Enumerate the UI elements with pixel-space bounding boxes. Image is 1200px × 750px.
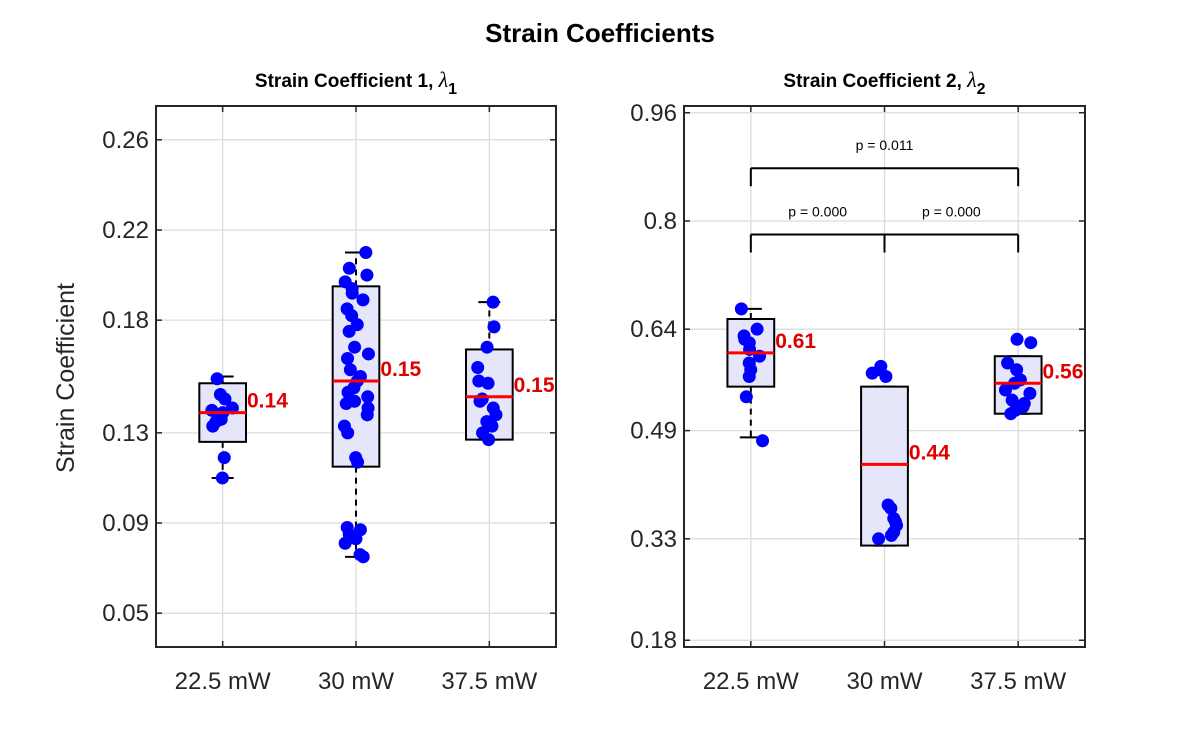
median-label: 0.56 xyxy=(1043,360,1084,383)
x-tick-label: 30 mW xyxy=(846,668,922,695)
data-point xyxy=(361,401,375,415)
data-point xyxy=(342,261,356,275)
data-point xyxy=(205,403,219,417)
data-point xyxy=(887,512,901,526)
data-point xyxy=(486,401,500,415)
figure-title: Strain Coefficients xyxy=(485,18,715,48)
data-point xyxy=(340,302,354,316)
data-point xyxy=(480,415,494,429)
data-point xyxy=(361,390,375,404)
data-point xyxy=(998,383,1012,397)
y-tick-label: 0.33 xyxy=(630,526,677,553)
data-point xyxy=(359,246,373,260)
median-label: 0.15 xyxy=(380,358,421,381)
subplot-title: Strain Coefficient 2, λ2 xyxy=(783,67,985,98)
data-point xyxy=(872,532,886,546)
data-point xyxy=(472,374,486,388)
x-tick-label: 30 mW xyxy=(318,668,394,695)
data-point xyxy=(1001,356,1015,370)
data-point xyxy=(487,320,501,334)
median-label: 0.61 xyxy=(775,330,816,353)
y-tick-label: 0.22 xyxy=(102,217,149,244)
data-point xyxy=(1005,393,1019,407)
x-tick-label: 37.5 mW xyxy=(970,668,1066,695)
data-point xyxy=(750,322,764,336)
data-point xyxy=(881,498,895,512)
data-point xyxy=(734,302,748,316)
y-tick-label: 0.26 xyxy=(102,127,149,154)
y-tick-label: 0.18 xyxy=(630,627,677,654)
significance-label: p = 0.000 xyxy=(788,203,847,219)
data-point xyxy=(215,471,229,485)
data-point xyxy=(348,340,362,354)
y-tick-label: 0.8 xyxy=(644,208,677,235)
x-tick-label: 22.5 mW xyxy=(175,668,271,695)
data-point xyxy=(1017,397,1031,411)
data-point xyxy=(1010,363,1024,377)
data-point xyxy=(356,293,370,307)
data-point xyxy=(480,340,494,354)
data-point xyxy=(476,426,490,440)
data-point xyxy=(475,392,489,406)
data-point xyxy=(353,548,367,562)
data-point xyxy=(486,295,500,309)
data-point xyxy=(742,356,756,370)
data-point xyxy=(217,451,231,465)
y-tick-label: 0.05 xyxy=(102,600,149,627)
data-point xyxy=(343,363,357,377)
data-point xyxy=(341,351,355,365)
median-label: 0.44 xyxy=(909,441,950,464)
data-point xyxy=(737,329,751,343)
x-tick-label: 22.5 mW xyxy=(703,668,799,695)
data-point xyxy=(739,390,753,404)
y-axis-label: Strain Coefficient xyxy=(52,283,80,473)
data-point xyxy=(337,419,351,433)
data-point xyxy=(213,388,227,402)
data-point xyxy=(338,275,352,289)
data-point xyxy=(340,521,354,535)
data-point xyxy=(1024,336,1038,350)
y-tick-label: 0.49 xyxy=(630,418,677,445)
significance-label: p = 0.000 xyxy=(922,203,981,219)
significance-label: p = 0.011 xyxy=(856,137,914,153)
data-point xyxy=(471,360,485,374)
data-point xyxy=(361,347,375,361)
data-point xyxy=(349,451,363,465)
subplot-strain-coefficient-1: 0.14 0.15 0.15 0.05 0.09 0.13 0.18 0.22 0.26 22.5… xyxy=(102,67,557,695)
y-tick-label: 0.18 xyxy=(102,307,149,334)
x-tick-label: 37.5 mW xyxy=(441,668,537,695)
data-point xyxy=(210,372,224,386)
data-point xyxy=(348,394,362,408)
y-tick-label: 0.96 xyxy=(630,100,677,127)
data-point xyxy=(874,359,888,373)
median-label: 0.15 xyxy=(514,374,555,397)
data-point xyxy=(353,523,367,537)
y-tick-label: 0.64 xyxy=(630,316,677,343)
median-label: 0.14 xyxy=(247,390,288,413)
data-point xyxy=(1010,332,1024,346)
y-tick-label: 0.09 xyxy=(102,510,149,537)
data-point xyxy=(1023,386,1037,400)
y-tick-label: 0.13 xyxy=(102,420,149,447)
data-point xyxy=(360,268,374,282)
subplot-title: Strain Coefficient 1, λ1 xyxy=(255,67,457,98)
data-point xyxy=(756,434,770,448)
subplot-strain-coefficient-2: 0.61 0.44 0.56 p = 0.011 p = 0.000 p = 0.000 0… xyxy=(630,67,1086,695)
